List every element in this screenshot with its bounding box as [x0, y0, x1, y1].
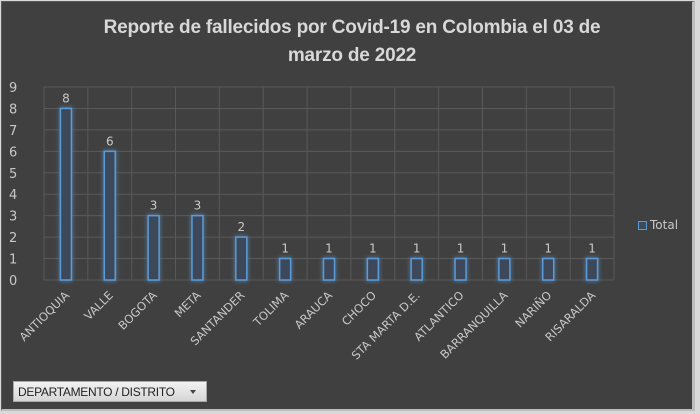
chart-title[interactable]: Reporte de fallecidos por Covid-19 en Co… — [42, 14, 662, 70]
bar-risaralda[interactable] — [585, 257, 599, 281]
bar-arauca[interactable] — [322, 257, 336, 281]
bar-sta-marta-d-e-[interactable] — [410, 257, 423, 281]
x-tick-label: ANTIOQUIA — [16, 288, 72, 344]
data-label: 1 — [588, 242, 596, 256]
field-filter-button[interactable]: DEPARTAMENTO / DISTRITO — [13, 381, 207, 402]
data-label: 1 — [544, 242, 552, 256]
legend-swatch-icon — [638, 220, 647, 230]
y-tick-label: 6 — [9, 145, 17, 160]
x-tick-label: META — [172, 288, 204, 320]
data-label: 1 — [501, 242, 509, 256]
dropdown-arrow-icon[interactable] — [190, 389, 196, 394]
data-label: 3 — [194, 199, 202, 213]
y-tick-label: 2 — [9, 231, 17, 246]
bar-santander[interactable] — [235, 236, 248, 281]
data-label: 2 — [237, 220, 245, 234]
y-tick-label: 9 — [9, 81, 17, 96]
bar-atlantico[interactable] — [454, 257, 467, 281]
x-tick-label: VALLE — [81, 288, 116, 323]
data-label: 8 — [62, 91, 70, 105]
data-label: 6 — [106, 134, 114, 148]
gridlines — [43, 86, 615, 281]
bar-meta[interactable] — [191, 214, 204, 281]
bar-choco[interactable] — [366, 257, 380, 281]
data-label: 1 — [413, 242, 421, 256]
bar-antioquia[interactable] — [59, 107, 73, 281]
y-tick-label: 1 — [9, 253, 17, 268]
y-tick-label: 3 — [9, 210, 17, 225]
bar-tolima[interactable] — [278, 257, 292, 281]
x-tick-label: CHOCO — [339, 288, 379, 328]
data-label: 1 — [325, 242, 333, 256]
y-tick-label: 4 — [9, 188, 17, 203]
x-tick-label: BOGOTA — [115, 288, 159, 332]
bar-bogota[interactable] — [147, 214, 160, 281]
legend-label-total: Total — [650, 218, 679, 232]
x-tick-label: ARAUCA — [292, 288, 336, 332]
chart-title-line-2: marzo de 2022 — [287, 45, 417, 66]
field-button-label: DEPARTAMENTO / DISTRITO — [18, 384, 175, 399]
chart-title-line-1: Reporte de fallecidos por Covid-19 en Co… — [103, 17, 601, 38]
bar-nari-o[interactable] — [541, 257, 555, 281]
data-label: 1 — [281, 242, 289, 256]
y-axis: 0 1 2 3 4 5 6 7 8 9 — [9, 81, 17, 289]
y-tick-label: 7 — [9, 124, 17, 139]
data-label: 1 — [369, 242, 377, 256]
bar-barranquilla[interactable] — [498, 257, 511, 281]
data-label: 3 — [150, 199, 158, 213]
bar-series-total[interactable] — [59, 107, 599, 281]
y-tick-label: 8 — [9, 102, 17, 117]
x-tick-label: NARIÑO — [512, 288, 555, 331]
data-label: 1 — [457, 242, 465, 256]
bar-valle[interactable] — [103, 150, 117, 281]
y-tick-label: 0 — [9, 274, 17, 289]
data-labels: 8 6 3 3 2 1 1 1 1 1 1 1 1 — [62, 91, 596, 255]
legend[interactable]: Total — [638, 218, 678, 232]
x-tick-label: TOLIMA — [250, 288, 292, 330]
y-tick-label: 5 — [9, 167, 17, 182]
